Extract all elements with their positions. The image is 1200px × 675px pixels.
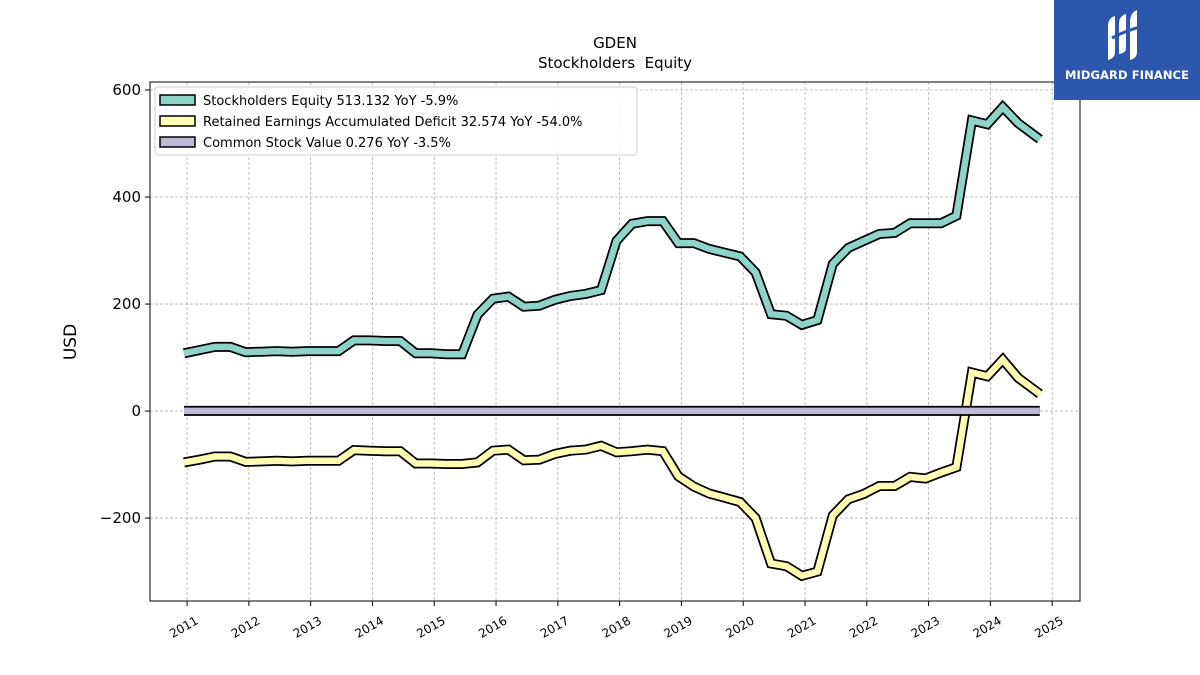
x-tick-label: 2016 (476, 613, 509, 640)
y-tick-label: −200 (100, 509, 141, 527)
y-tick-label: 400 (112, 188, 141, 206)
series-0 (182, 99, 1043, 360)
chart-subtitle: Stockholders Equity (538, 54, 692, 72)
legend-swatch (159, 136, 196, 148)
legend-box (154, 86, 638, 156)
x-tick-label: 2011 (167, 613, 200, 640)
legend-swatch (159, 115, 196, 127)
grid (150, 82, 1080, 601)
x-tick-label: 2014 (353, 613, 386, 640)
y-tick-label: 200 (112, 295, 141, 313)
series-layer (182, 99, 1043, 582)
x-tick-label: 2025 (1032, 613, 1065, 640)
brand-mark-icon (1108, 10, 1145, 60)
x-tick-label: 2023 (909, 613, 942, 640)
x-tick-label: 2015 (414, 613, 447, 640)
x-tick-label: 2018 (600, 613, 633, 640)
legend-swatch (159, 94, 196, 106)
x-tick-label: 2013 (291, 613, 324, 640)
x-tick-label: 2019 (661, 613, 694, 640)
x-tick-label: 2021 (785, 613, 818, 640)
chart-title: GDEN (593, 34, 637, 52)
series-line (183, 354, 1042, 580)
x-axis: 2011 2012 2013 2014 2015 2016 2017 2018 2019 2020… (167, 601, 1066, 641)
series-1 (183, 352, 1043, 582)
brand-name: MIDGARD FINANCE (1064, 68, 1190, 82)
plot-frame (149, 81, 1081, 602)
x-tick-label: 2017 (538, 613, 571, 640)
y-axis: −200 0 200 400 600 (100, 81, 150, 527)
legend: Stockholders Equity 513.132 YoY -5.9% Ret… (154, 86, 638, 156)
x-tick-label: 2022 (847, 613, 880, 640)
y-tick-label: 0 (131, 402, 141, 420)
x-tick-label: 2012 (229, 613, 262, 640)
series-line (183, 102, 1042, 358)
y-tick-label: 600 (112, 81, 141, 99)
x-tick-label: 2020 (723, 613, 756, 640)
legend-label: Retained Earnings Accumulated Deficit 32… (203, 115, 582, 130)
x-tick-label: 2024 (970, 613, 1003, 640)
legend-label: Common Stock Value 0.276 YoY -3.5% (203, 136, 451, 151)
brand-logo: MIDGARD FINANCE (1054, 0, 1200, 100)
y-axis-label: USD (61, 324, 81, 360)
series-outline (183, 352, 1043, 582)
legend-label: Stockholders Equity 513.132 YoY -5.9% (203, 94, 458, 109)
